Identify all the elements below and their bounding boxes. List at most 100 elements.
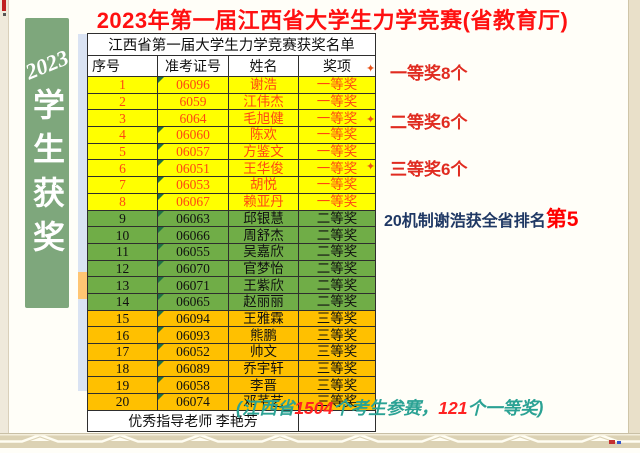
cell-name: 陈欢 xyxy=(228,126,299,144)
table-row: 18 06089 乔宇轩 三等奖 xyxy=(87,359,376,378)
cell-name: 邓芊艺 xyxy=(228,393,299,411)
award-table: 江西省第一届大学生力学竞赛获奖名单 序号 准考证号 姓名 奖项 1 06096 … xyxy=(87,33,376,432)
cell-name: 乔宇轩 xyxy=(228,359,299,378)
table-row: 4 06060 陈欢 一等奖 xyxy=(87,126,376,144)
slide-bottom-border xyxy=(0,433,640,448)
cell-name: 王雅霖 xyxy=(228,309,299,328)
banner-year: 2023 xyxy=(21,44,72,85)
red-corner-mark xyxy=(2,0,6,11)
cell-no: 5 xyxy=(87,142,158,161)
cell-name: 毛旭健 xyxy=(228,109,299,128)
cell-award: 三等奖 xyxy=(298,343,376,361)
cell-award: 一等奖 xyxy=(298,126,376,144)
cell-no: 2 xyxy=(87,92,158,111)
cell-no: 6 xyxy=(87,159,158,178)
cell-name: 王华俊 xyxy=(228,159,299,178)
cell-no: 14 xyxy=(87,292,158,311)
col-header-name: 姓名 xyxy=(228,55,299,77)
slide-right-border xyxy=(628,0,640,447)
cell-exam-id: 06071 xyxy=(157,276,229,294)
cell-award: 一等奖 xyxy=(298,142,376,161)
cell-award: 一等奖 xyxy=(298,159,376,178)
year-banner: 2023 学生获奖 xyxy=(22,18,72,308)
cell-exam-id: 06058 xyxy=(157,376,229,395)
cell-exam-id: 06051 xyxy=(157,159,229,178)
cell-no: 11 xyxy=(87,242,158,261)
cell-no: 1 xyxy=(87,76,158,94)
award-table-body: 1 06096 谢浩 一等奖 2 6059 江伟杰 一等奖 3 6064 毛旭健… xyxy=(87,76,376,411)
cell-award: 一等奖 xyxy=(298,109,376,128)
cell-award: 一等奖 xyxy=(298,76,376,94)
cell-exam-id: 06052 xyxy=(157,343,229,361)
flower-marker-icon: ✦ xyxy=(366,161,376,173)
cell-award: 三等奖 xyxy=(298,309,376,328)
table-row: 14 06065 赵丽丽 二等奖 xyxy=(87,292,376,311)
banner-label: 学生获奖 xyxy=(29,88,65,264)
blue-bottom-mark xyxy=(617,441,621,444)
cell-no: 19 xyxy=(87,376,158,395)
participation-footnote: (江西省1504个考生参赛，121个一等奖) xyxy=(236,395,543,420)
cell-exam-id: 06065 xyxy=(157,292,229,311)
cell-name: 方鉴文 xyxy=(228,142,299,161)
slide-title: 2023年第一届江西省大学生力学竞赛(省教育厅) xyxy=(96,8,569,33)
cell-exam-id: 06053 xyxy=(157,176,229,194)
table-footer-empty-cell xyxy=(298,409,376,432)
cell-name: 吴嘉欣 xyxy=(228,242,299,261)
table-row: 16 06093 熊鹏 三等奖 xyxy=(87,326,376,344)
cell-award: 三等奖 xyxy=(298,376,376,395)
cell-exam-id: 06096 xyxy=(157,76,229,94)
table-row: 8 06067 赖亚丹 一等奖 xyxy=(87,192,376,211)
table-row: 3 6064 毛旭健 一等奖 xyxy=(87,109,376,128)
table-row: 20 06074 邓芊艺 三等奖 xyxy=(87,393,376,411)
corner-dot xyxy=(3,13,6,16)
cell-award: 三等奖 xyxy=(298,359,376,378)
cell-no: 13 xyxy=(87,276,158,294)
table-footer-row: 优秀指导老师 李艳芳 xyxy=(87,409,376,432)
cell-name: 李晋 xyxy=(228,376,299,395)
table-row: 12 06070 官梦怡 二等奖 xyxy=(87,259,376,278)
cell-no: 8 xyxy=(87,192,158,211)
cell-exam-id: 06066 xyxy=(157,226,229,244)
table-row: 17 06052 帅文 三等奖 xyxy=(87,343,376,361)
table-row: 15 06094 王雅霖 三等奖 xyxy=(87,309,376,328)
cell-award: 二等奖 xyxy=(298,276,376,294)
sheet-row-strip xyxy=(78,34,87,391)
cell-exam-id: 06057 xyxy=(157,142,229,161)
cell-exam-id: 06094 xyxy=(157,309,229,328)
flower-marker-icon: ✦ xyxy=(366,63,376,75)
table-row: 9 06063 邱银慧 二等奖 xyxy=(87,209,376,228)
cell-award: 三等奖 xyxy=(298,393,376,411)
red-bottom-mark xyxy=(609,440,615,444)
table-header-row: 序号 准考证号 姓名 奖项 xyxy=(87,55,376,77)
cell-name: 赵丽丽 xyxy=(228,292,299,311)
annotation-first-prize: 一等奖8个 xyxy=(390,64,468,83)
cell-award: 一等奖 xyxy=(298,92,376,111)
cell-no: 10 xyxy=(87,226,158,244)
table-row: 5 06057 方鉴文 一等奖 xyxy=(87,142,376,161)
cell-name: 赖亚丹 xyxy=(228,192,299,211)
footnote-mid: 个考生参赛， xyxy=(333,398,439,418)
cell-no: 3 xyxy=(87,109,158,128)
footnote-open: (江西省 xyxy=(236,398,295,418)
table-row: 13 06071 王紫欣 二等奖 xyxy=(87,276,376,294)
cell-exam-id: 06067 xyxy=(157,192,229,211)
cell-award: 二等奖 xyxy=(298,259,376,278)
cell-no: 20 xyxy=(87,393,158,411)
table-row: 1 06096 谢浩 一等奖 xyxy=(87,76,376,94)
triangle-border-pattern xyxy=(0,434,640,448)
sheet-row-strip-orange xyxy=(78,272,87,299)
cell-exam-id: 06060 xyxy=(157,126,229,144)
cell-no: 12 xyxy=(87,259,158,278)
col-header-id: 准考证号 xyxy=(157,55,229,77)
table-caption-row: 江西省第一届大学生力学竞赛获奖名单 xyxy=(87,33,376,56)
cell-no: 18 xyxy=(87,359,158,378)
cell-name: 帅文 xyxy=(228,343,299,361)
table-caption: 江西省第一届大学生力学竞赛获奖名单 xyxy=(87,33,376,56)
cell-exam-id: 06074 xyxy=(157,393,229,411)
cell-exam-id: 6059 xyxy=(157,92,229,111)
col-header-no: 序号 xyxy=(87,55,158,77)
cell-no: 7 xyxy=(87,176,158,194)
table-row: 19 06058 李晋 三等奖 xyxy=(87,376,376,395)
footnote-participants-count: 1504 xyxy=(294,398,334,418)
ranking-number: 第5 xyxy=(545,208,579,231)
